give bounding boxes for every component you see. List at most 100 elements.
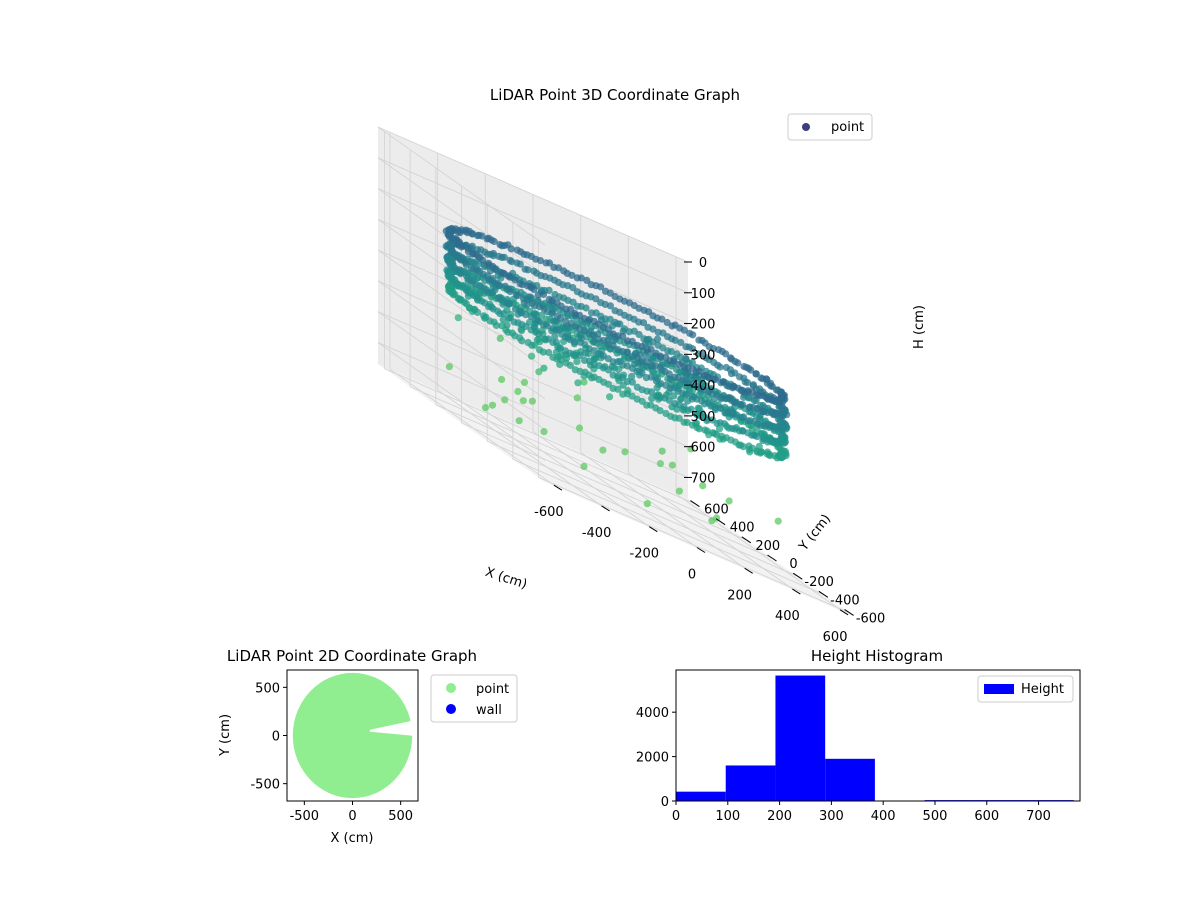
point-3d-661: [649, 325, 657, 333]
point-3d-775: [668, 461, 677, 469]
xtick-label: -600: [534, 505, 564, 520]
point-3d-758: [606, 393, 614, 401]
point-3d-699: [653, 335, 662, 343]
point-3d-514: [523, 301, 531, 309]
point-3d-913: [628, 378, 637, 386]
point-3d-485: [506, 300, 514, 308]
point-3d-1117: [695, 367, 703, 375]
point-3d-579: [613, 320, 622, 328]
point-3d-1298: [750, 431, 759, 440]
plot3d-zlabel: H (cm): [912, 305, 927, 349]
ytick-label: 4000: [636, 706, 669, 721]
grid-y-floor: [538, 477, 849, 613]
ytick-label: 200: [755, 539, 780, 554]
hist-legend: Height: [977, 675, 1074, 703]
ztick-label: 100: [691, 287, 716, 302]
point-3d-465: [573, 394, 581, 402]
tick-mark: [690, 500, 700, 507]
point-3d-975: [643, 500, 651, 508]
point-3d-248: [516, 260, 524, 268]
point-3d-1067: [679, 376, 687, 384]
point-3d-1220: [729, 384, 737, 392]
point-3d-585: [531, 341, 539, 349]
plot2d-ticks: -500 0 500 -500 0 500: [250, 681, 413, 824]
point-3d-286: [481, 404, 490, 412]
point-3d-635: [545, 348, 553, 357]
point-3d-924: [658, 447, 666, 455]
point-3d-998: [675, 487, 684, 495]
point-3d-684: [576, 331, 584, 339]
point-3d-953: [642, 358, 651, 366]
point-3d-1246: [739, 443, 747, 451]
plot3d-points: [442, 224, 791, 525]
grid-y-floor: [512, 458, 824, 595]
point-3d-150: [454, 314, 462, 322]
point-3d-1093: [687, 405, 695, 413]
plot-3d: LiDAR Point 3D Coordinate Graph -600 -400…: [377, 86, 927, 645]
ytick-label: 500: [255, 681, 280, 696]
xtick-label: 0: [672, 809, 680, 824]
point-3d-454: [500, 310, 508, 318]
point-3d-363: [477, 283, 485, 291]
plot3d-legend-label: point: [831, 120, 864, 135]
point-3d-826: [604, 325, 613, 333]
tick-mark: [839, 609, 849, 616]
xtick-label: 0: [348, 809, 356, 824]
ytick-label: -400: [830, 593, 860, 608]
point-3d-1387: [768, 409, 776, 417]
point-3d-1190: [720, 420, 729, 428]
grid-y-floor: [384, 368, 695, 504]
point-3d-310: [498, 375, 506, 384]
point-3d-969: [647, 345, 655, 353]
point-3d-977: [647, 373, 655, 381]
point-3d-1388: [768, 438, 776, 446]
plot3d-legend-box: [787, 113, 873, 141]
grid-z-left: [377, 342, 546, 461]
point-3d-460: [528, 352, 536, 360]
hist-legend-box: [977, 675, 1074, 703]
point-3d-859: [614, 385, 622, 393]
point-3d-905: [670, 392, 678, 400]
plot2d-area: [286, 669, 419, 802]
point-3d-737: [576, 352, 584, 360]
hist-bars: [675, 669, 1081, 802]
point-3d-602: [534, 291, 542, 299]
xtick-label: 600: [974, 809, 999, 824]
point-3d-1383: [779, 439, 787, 447]
ytick-label: 2000: [636, 751, 669, 766]
ztick-label: 300: [691, 348, 716, 363]
point-3d-161: [496, 334, 504, 342]
point-3d-1393: [779, 412, 787, 420]
hist-bar-2: [775, 675, 826, 801]
point-3d-654: [619, 327, 627, 335]
plot-2d: LiDAR Point 2D Coordinate Graph -500 0 500…: [218, 647, 518, 846]
plot2d-legend-wall: wall: [476, 703, 502, 718]
point-3d-1080: [683, 418, 691, 427]
point-3d-872: [628, 372, 636, 380]
grid-y-floor: [409, 386, 721, 523]
point-3d-793: [688, 358, 697, 367]
grid-y-floor: [461, 422, 772, 559]
point-3d-603: [535, 330, 543, 338]
hist-legend-label: Height: [1021, 682, 1064, 697]
hist-bar-1: [725, 765, 776, 801]
point-3d-552: [523, 295, 532, 304]
grid-z-left: [377, 280, 546, 400]
point-3d-926: [722, 350, 730, 358]
point-3d-195: [500, 253, 508, 261]
point-3d-1069: [752, 397, 760, 405]
point-3d-824: [604, 366, 613, 374]
point-3d-437: [520, 378, 529, 386]
tick-mark: [792, 588, 801, 595]
point-3d-1028: [665, 396, 673, 404]
point-3d-168: [489, 252, 497, 260]
point-3d-794: [689, 345, 697, 353]
point-3d-1151: [707, 386, 715, 394]
hist-legend-swatch: [984, 684, 1014, 694]
point-3d-424: [577, 274, 585, 282]
point-3d-439: [582, 304, 590, 312]
point-3d-1163: [711, 375, 720, 383]
hist-bar-3: [825, 758, 875, 801]
point-3d-440: [495, 281, 503, 289]
